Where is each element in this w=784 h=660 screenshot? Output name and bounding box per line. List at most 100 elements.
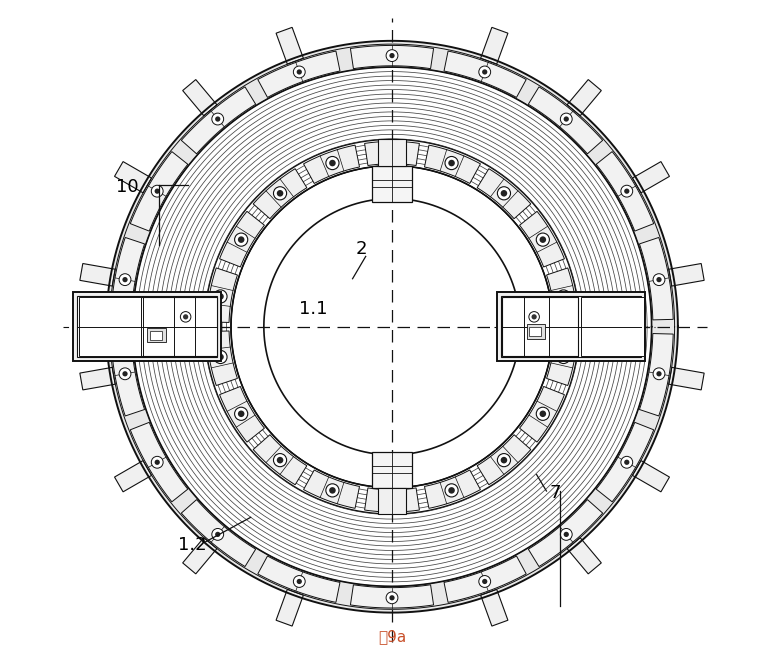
Circle shape bbox=[215, 532, 220, 537]
Circle shape bbox=[501, 457, 507, 463]
Polygon shape bbox=[111, 238, 144, 320]
Polygon shape bbox=[258, 556, 340, 603]
Circle shape bbox=[293, 66, 305, 78]
Circle shape bbox=[390, 595, 394, 601]
Bar bbox=[497, 292, 645, 361]
Circle shape bbox=[557, 290, 570, 303]
Polygon shape bbox=[303, 470, 360, 508]
Circle shape bbox=[214, 290, 227, 303]
Circle shape bbox=[151, 185, 163, 197]
Bar bbox=[502, 298, 579, 356]
Polygon shape bbox=[567, 538, 601, 574]
Polygon shape bbox=[207, 268, 238, 323]
Circle shape bbox=[326, 484, 339, 497]
Circle shape bbox=[564, 532, 569, 537]
Circle shape bbox=[389, 498, 395, 504]
Polygon shape bbox=[633, 461, 670, 492]
Bar bbox=[372, 451, 412, 488]
Circle shape bbox=[151, 456, 163, 468]
Polygon shape bbox=[365, 488, 419, 512]
Circle shape bbox=[326, 156, 339, 170]
Circle shape bbox=[293, 576, 305, 587]
Circle shape bbox=[532, 314, 537, 319]
Circle shape bbox=[482, 579, 488, 584]
Circle shape bbox=[445, 484, 458, 497]
Polygon shape bbox=[669, 263, 704, 286]
Polygon shape bbox=[220, 387, 264, 442]
Polygon shape bbox=[130, 422, 188, 502]
Circle shape bbox=[561, 113, 572, 125]
Polygon shape bbox=[276, 27, 303, 64]
Polygon shape bbox=[181, 87, 256, 154]
Polygon shape bbox=[220, 211, 264, 267]
Circle shape bbox=[539, 236, 546, 243]
Bar bbox=[527, 324, 545, 339]
Text: 1.2: 1.2 bbox=[179, 536, 207, 554]
Polygon shape bbox=[520, 211, 564, 267]
Circle shape bbox=[122, 277, 128, 282]
Circle shape bbox=[277, 190, 283, 197]
Circle shape bbox=[277, 457, 283, 463]
Bar bbox=[140, 298, 216, 356]
Polygon shape bbox=[350, 46, 434, 69]
Polygon shape bbox=[481, 27, 508, 64]
Polygon shape bbox=[350, 585, 434, 608]
Polygon shape bbox=[181, 500, 256, 566]
Polygon shape bbox=[546, 331, 577, 385]
Circle shape bbox=[482, 69, 488, 75]
Circle shape bbox=[154, 189, 160, 194]
Polygon shape bbox=[546, 268, 577, 323]
Bar bbox=[77, 296, 217, 357]
Circle shape bbox=[122, 371, 128, 376]
Circle shape bbox=[119, 368, 131, 380]
Circle shape bbox=[448, 487, 455, 494]
Circle shape bbox=[329, 160, 336, 166]
Polygon shape bbox=[640, 238, 673, 320]
Circle shape bbox=[445, 156, 458, 170]
Bar bbox=[501, 296, 641, 357]
Polygon shape bbox=[640, 333, 673, 416]
Bar bbox=[147, 328, 165, 343]
Circle shape bbox=[448, 160, 455, 166]
Polygon shape bbox=[365, 141, 419, 166]
Circle shape bbox=[274, 187, 287, 200]
Circle shape bbox=[479, 576, 491, 587]
Circle shape bbox=[386, 50, 398, 61]
Circle shape bbox=[264, 199, 520, 455]
Polygon shape bbox=[444, 556, 526, 603]
Circle shape bbox=[656, 277, 662, 282]
Polygon shape bbox=[444, 51, 526, 98]
Circle shape bbox=[536, 233, 550, 246]
Polygon shape bbox=[567, 80, 601, 116]
Polygon shape bbox=[80, 263, 115, 286]
Circle shape bbox=[386, 146, 398, 159]
Circle shape bbox=[238, 411, 245, 417]
Circle shape bbox=[479, 66, 491, 78]
Polygon shape bbox=[520, 387, 564, 442]
Polygon shape bbox=[132, 67, 652, 586]
Polygon shape bbox=[258, 51, 340, 98]
Circle shape bbox=[529, 312, 539, 322]
Circle shape bbox=[497, 187, 510, 200]
Circle shape bbox=[296, 69, 302, 75]
Circle shape bbox=[561, 529, 572, 541]
Circle shape bbox=[561, 354, 567, 360]
Polygon shape bbox=[114, 461, 151, 492]
Text: 2: 2 bbox=[356, 240, 368, 259]
Circle shape bbox=[561, 293, 567, 300]
Circle shape bbox=[329, 487, 336, 494]
Circle shape bbox=[215, 116, 220, 121]
Text: 10: 10 bbox=[116, 178, 139, 196]
Bar bbox=[372, 166, 412, 202]
Bar bbox=[378, 488, 406, 514]
Bar bbox=[150, 331, 162, 340]
Circle shape bbox=[234, 233, 248, 246]
Polygon shape bbox=[111, 333, 144, 416]
Text: 7: 7 bbox=[550, 484, 561, 502]
Circle shape bbox=[564, 116, 569, 121]
Circle shape bbox=[119, 274, 131, 286]
Circle shape bbox=[557, 350, 570, 364]
Polygon shape bbox=[253, 435, 307, 484]
Circle shape bbox=[389, 149, 395, 156]
Bar bbox=[582, 298, 644, 356]
